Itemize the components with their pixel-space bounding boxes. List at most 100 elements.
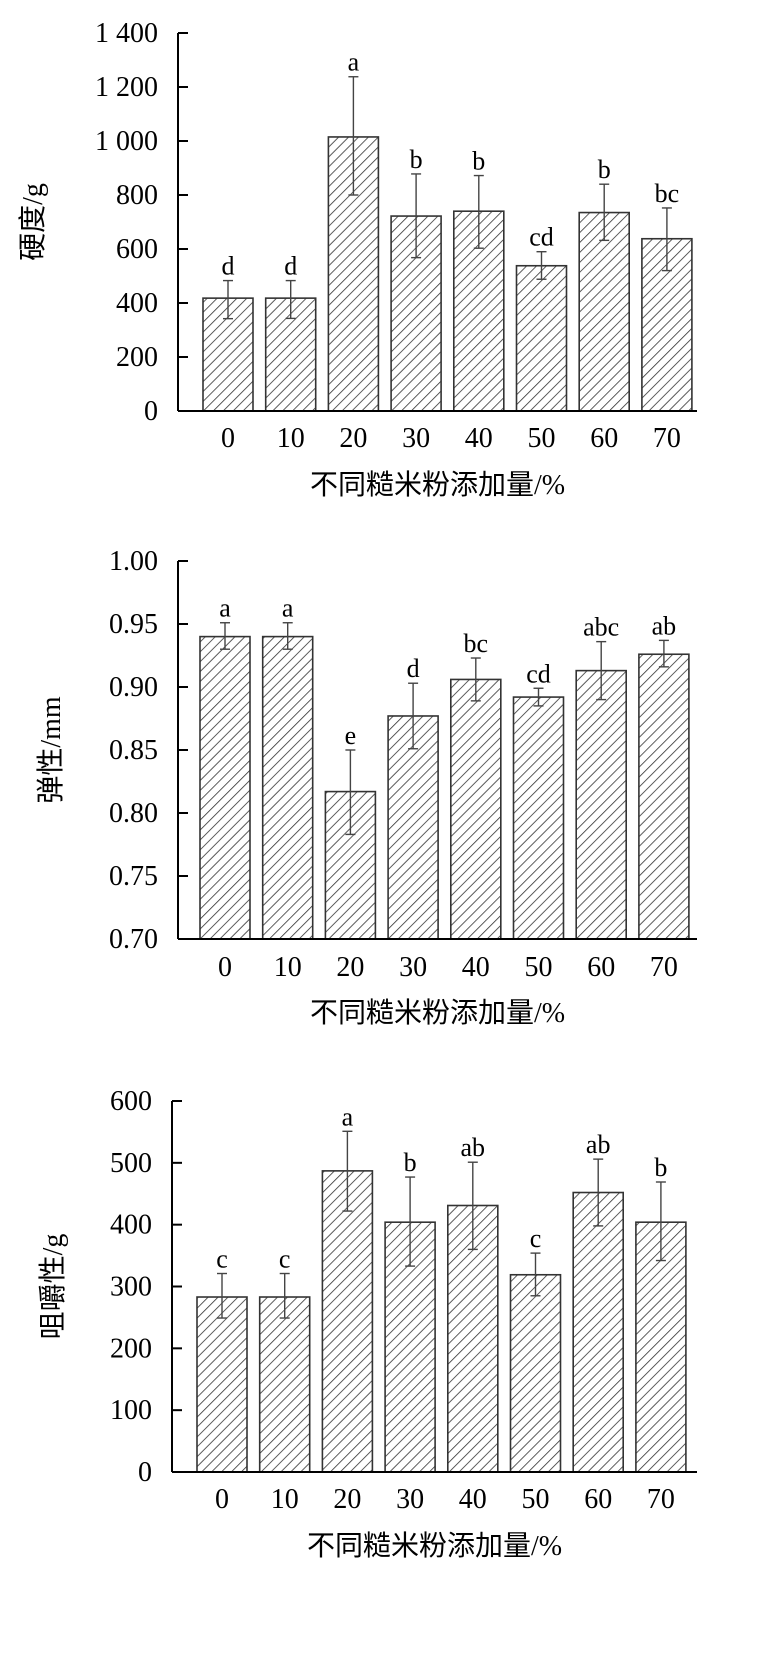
error-bar-60 <box>599 183 610 242</box>
x-tick-label: 70 <box>653 423 681 454</box>
bar-10 <box>261 635 314 940</box>
y-tick-label: 100 <box>110 1395 152 1426</box>
bar-0 <box>196 1296 248 1473</box>
x-tick-label: 40 <box>459 1484 487 1515</box>
bar-70 <box>635 1221 687 1473</box>
bar-10 <box>258 1296 311 1473</box>
significance-label: ab <box>586 1130 611 1159</box>
significance-label: abc <box>583 613 619 642</box>
bar-0 <box>199 635 251 940</box>
y-axis-label: 弹性/mm <box>35 696 67 804</box>
y-axis-label: 咀嚼性/g <box>37 1234 69 1340</box>
x-tick-label: 50 <box>528 423 556 454</box>
significance-label: ab <box>461 1133 486 1162</box>
significance-label: bc <box>464 629 489 658</box>
x-tick-label: 20 <box>336 952 364 983</box>
y-axis-label: 硬度/g <box>17 183 49 261</box>
y-tick-label: 1 000 <box>95 126 158 157</box>
y-tick-label: 500 <box>110 1148 152 1179</box>
x-tick-label: 10 <box>277 423 305 454</box>
bar-50 <box>512 696 565 940</box>
bar-30 <box>387 715 439 940</box>
error-bar-20 <box>348 76 359 196</box>
error-bar-70 <box>661 207 672 272</box>
x-tick-label: 40 <box>465 423 493 454</box>
error-bar-0 <box>220 622 230 650</box>
y-tick-label: 800 <box>116 180 158 211</box>
y-tick-label: 0.75 <box>109 861 158 892</box>
error-bar-10 <box>282 622 293 650</box>
x-tick-label: 30 <box>396 1484 424 1515</box>
significance-label: b <box>404 1148 417 1177</box>
x-tick-label: 40 <box>462 952 490 983</box>
error-bar-70 <box>655 1181 666 1262</box>
y-tick-label: 1 200 <box>95 72 158 103</box>
error-bar-30 <box>405 1176 416 1267</box>
chart-panel-2: a a e d bc cd abc ab 0.70 0.75 0.80 0.85 0.90 0.95 1.0… <box>35 546 697 1029</box>
bar-70 <box>638 653 690 940</box>
y-tick-label: 400 <box>110 1210 152 1241</box>
error-bar-0 <box>217 1272 227 1319</box>
significance-label: b <box>598 155 611 184</box>
error-bar-30 <box>408 682 419 750</box>
significance-label: b <box>472 147 485 176</box>
significance-label: e <box>345 721 357 750</box>
bar-60 <box>578 211 631 412</box>
significance-label: d <box>284 252 297 281</box>
error-bar-10 <box>285 279 296 320</box>
x-tick-label: 20 <box>333 1484 361 1515</box>
error-bar-40 <box>467 1161 478 1251</box>
x-tick-label: 30 <box>402 423 430 454</box>
y-tick-label: 0 <box>144 396 158 427</box>
bar-50 <box>515 264 568 412</box>
significance-label: cd <box>529 223 554 252</box>
error-bar-60 <box>596 640 607 701</box>
significance-label: b <box>410 145 423 174</box>
error-bar-50 <box>533 687 544 707</box>
y-tick-label: 200 <box>116 342 158 373</box>
error-bar-40 <box>470 657 481 702</box>
significance-label: a <box>342 1102 354 1131</box>
x-tick-label: 0 <box>221 423 235 454</box>
bar-60 <box>572 1191 625 1473</box>
significance-label: ab <box>652 611 677 640</box>
x-tick-label: 50 <box>525 952 553 983</box>
y-tick-label: 200 <box>110 1333 152 1364</box>
significance-label: b <box>654 1153 667 1182</box>
y-tick-label: 0.90 <box>109 672 158 703</box>
bar-20 <box>321 1170 374 1473</box>
significance-label: c <box>216 1245 228 1274</box>
significance-label: a <box>219 594 231 623</box>
y-tick-label: 1 400 <box>95 18 158 49</box>
significance-label: a <box>282 594 294 623</box>
error-bar-50 <box>536 250 547 280</box>
x-tick-label: 20 <box>339 423 367 454</box>
x-axis-label: 不同糙米粉添加量/% <box>310 469 565 501</box>
y-tick-label: 0.70 <box>109 924 158 955</box>
x-axis-label: 不同糙米粉添加量/% <box>310 997 565 1029</box>
error-bar-20 <box>342 1130 353 1212</box>
x-tick-label: 10 <box>271 1484 299 1515</box>
x-tick-label: 30 <box>399 952 427 983</box>
y-tick-label: 1.00 <box>109 546 158 577</box>
x-tick-label: 50 <box>522 1484 550 1515</box>
error-bar-70 <box>658 639 669 668</box>
error-bar-0 <box>223 279 233 320</box>
x-tick-label: 60 <box>584 1484 612 1515</box>
y-tick-label: 0.95 <box>109 609 158 640</box>
y-tick-label: 600 <box>110 1086 152 1117</box>
x-tick-label: 70 <box>650 952 678 983</box>
error-bar-50 <box>530 1252 541 1297</box>
error-bar-60 <box>593 1158 604 1227</box>
bar-60 <box>575 669 628 940</box>
x-tick-label: 10 <box>274 952 302 983</box>
x-tick-label: 70 <box>647 1484 675 1515</box>
error-bar-30 <box>411 173 422 259</box>
x-tick-label: 60 <box>590 423 618 454</box>
x-tick-label: 60 <box>587 952 615 983</box>
y-tick-label: 0.80 <box>109 798 158 829</box>
y-tick-label: 0 <box>138 1457 152 1488</box>
y-tick-label: 0.85 <box>109 735 158 766</box>
x-axis-label: 不同糙米粉添加量/% <box>307 1530 562 1562</box>
